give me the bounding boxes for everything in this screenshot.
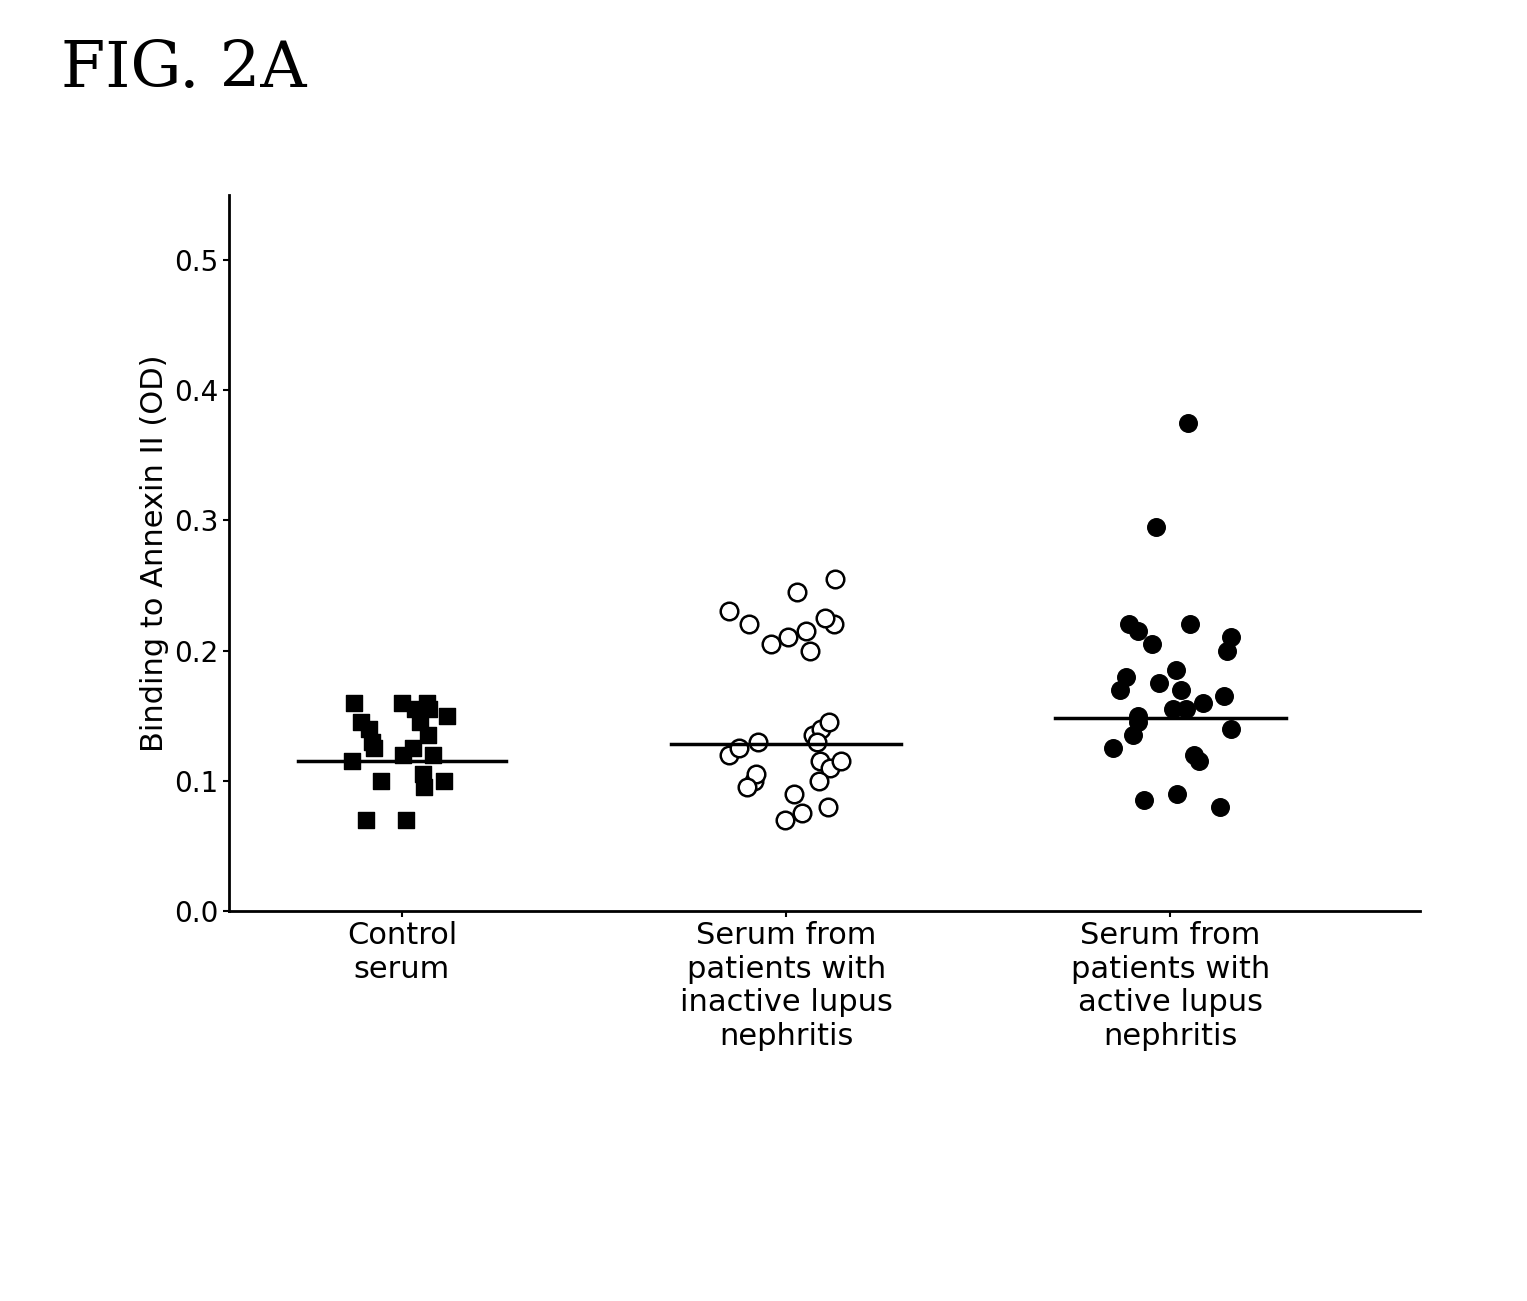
Point: [408, 712, 432, 732]
Point: [1211, 686, 1235, 706]
Point: [1219, 718, 1243, 739]
Y-axis label: Binding to Annexin II (OD): Binding to Annexin II (OD): [139, 354, 168, 752]
Point: [1125, 621, 1150, 641]
Point: [1125, 712, 1150, 732]
Point: [785, 582, 809, 602]
Point: [805, 731, 829, 752]
Point: [782, 783, 806, 804]
Point: [812, 608, 837, 628]
Point: [421, 744, 446, 765]
Point: [362, 738, 386, 758]
Point: [716, 601, 741, 622]
Point: [391, 744, 415, 765]
Point: [742, 770, 767, 791]
Point: [1219, 627, 1243, 648]
Point: [1144, 516, 1168, 537]
Point: [744, 764, 768, 785]
Point: [800, 725, 825, 745]
Point: [348, 712, 373, 732]
Point: [1168, 679, 1193, 700]
Point: [759, 634, 783, 654]
Point: [402, 738, 426, 758]
Point: [797, 640, 822, 661]
Point: [734, 777, 759, 798]
Point: [1139, 634, 1164, 654]
Point: [342, 692, 366, 713]
Point: [1165, 783, 1190, 804]
Point: [415, 725, 440, 745]
Point: [808, 770, 832, 791]
Point: [1132, 790, 1156, 811]
Point: [773, 809, 797, 830]
Point: [776, 627, 800, 648]
Point: [794, 621, 818, 641]
Point: [341, 751, 365, 771]
Point: [1161, 699, 1185, 719]
Point: [1116, 614, 1141, 635]
Point: [415, 692, 440, 713]
Point: [403, 699, 428, 719]
Point: [1147, 673, 1171, 693]
Point: [815, 796, 840, 817]
Point: [411, 764, 435, 785]
Point: [1174, 699, 1199, 719]
Point: [1107, 679, 1132, 700]
Point: [1191, 692, 1215, 713]
Point: [818, 757, 843, 778]
Text: FIG. 2A: FIG. 2A: [61, 39, 307, 100]
Point: [808, 751, 832, 771]
Point: [417, 699, 441, 719]
Point: [823, 569, 847, 589]
Point: [1176, 412, 1200, 433]
Point: [432, 770, 457, 791]
Point: [370, 770, 394, 791]
Point: [1164, 660, 1188, 680]
Point: [389, 692, 414, 713]
Point: [357, 718, 382, 739]
Point: [789, 803, 814, 824]
Point: [718, 744, 742, 765]
Point: [354, 809, 379, 830]
Point: [1186, 751, 1211, 771]
Point: [1182, 744, 1206, 765]
Point: [1179, 614, 1203, 635]
Point: [829, 751, 854, 771]
Point: [1215, 640, 1240, 661]
Point: [822, 614, 846, 635]
Point: [809, 718, 834, 739]
Point: [727, 738, 751, 758]
Point: [359, 731, 383, 752]
Point: [817, 712, 841, 732]
Point: [1208, 796, 1232, 817]
Point: [435, 705, 460, 726]
Point: [394, 809, 418, 830]
Point: [747, 731, 771, 752]
Point: [412, 777, 437, 798]
Point: [1113, 666, 1138, 687]
Point: [736, 614, 760, 635]
Point: [1101, 738, 1125, 758]
Point: [1121, 725, 1145, 745]
Point: [1125, 705, 1150, 726]
